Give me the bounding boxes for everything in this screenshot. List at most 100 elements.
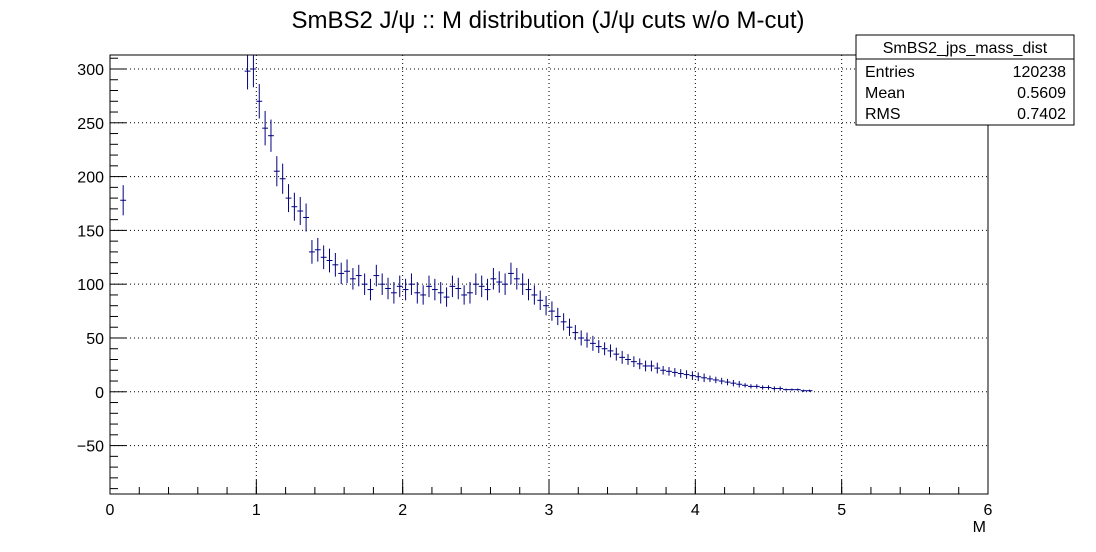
data-point	[660, 365, 667, 375]
data-point	[120, 185, 127, 216]
x-tick-label: 6	[984, 502, 993, 519]
data-point	[455, 277, 462, 300]
data-point	[560, 313, 567, 331]
x-tick-label: 4	[691, 502, 700, 519]
y-tick-label: 200	[77, 170, 104, 187]
stats-box-title: SmBS2_jps_mass_dist	[883, 40, 1048, 57]
data-point	[496, 271, 503, 293]
data-point	[578, 330, 585, 346]
x-tick-label: 3	[545, 502, 554, 519]
data-point	[566, 318, 573, 336]
chart-title: SmBS2 J/ψ :: M distribution (J/ψ cuts w/…	[292, 7, 805, 34]
data-point	[303, 203, 310, 232]
data-point	[508, 262, 514, 285]
data-point	[671, 368, 678, 377]
data-point	[513, 268, 520, 290]
data-point	[525, 278, 532, 301]
x-tick-label: 1	[252, 502, 261, 519]
data-point	[367, 278, 374, 301]
data-point	[712, 376, 719, 384]
data-point	[531, 285, 538, 305]
data-point	[619, 350, 626, 364]
data-point	[595, 340, 602, 354]
data-point	[584, 332, 590, 348]
data-point	[601, 342, 608, 356]
data-point	[461, 285, 468, 305]
data-point	[666, 367, 672, 376]
data-point	[431, 278, 438, 301]
stats-entries-value: 120238	[1013, 64, 1066, 81]
data-point	[490, 268, 497, 290]
stats-box: SmBS2_jps_mass_dist Entries 120238 Mean …	[855, 34, 1075, 126]
data-point	[625, 354, 631, 365]
data-point	[589, 335, 596, 351]
data-point	[338, 262, 345, 285]
y-tick-label: 50	[86, 331, 104, 348]
data-point	[607, 344, 614, 358]
data-point	[549, 301, 555, 321]
data-point	[309, 240, 315, 264]
stats-entries-label: Entries	[865, 64, 915, 81]
data-point	[385, 277, 391, 300]
data-point	[794, 388, 801, 391]
data-point	[256, 84, 263, 119]
data-point	[642, 360, 649, 372]
data-point	[695, 372, 702, 382]
x-tick-label: 0	[106, 502, 115, 519]
data-point	[636, 358, 643, 370]
data-point	[437, 282, 444, 304]
y-tick-label: 250	[77, 116, 104, 133]
data-point	[314, 237, 321, 262]
data-point	[519, 273, 526, 295]
data-point	[467, 282, 473, 304]
data-point	[426, 275, 432, 298]
stats-mean-label: Mean	[865, 85, 905, 102]
data-point	[788, 388, 795, 391]
data-point	[390, 282, 397, 304]
data-point	[484, 278, 491, 301]
data-point	[408, 273, 415, 295]
data-point	[262, 110, 269, 146]
x-tick-label: 2	[398, 502, 407, 519]
data-point	[502, 273, 509, 295]
data-point	[630, 356, 637, 368]
data-point	[373, 264, 380, 287]
y-tick-label: 300	[77, 62, 104, 79]
data-point	[326, 248, 333, 273]
data-points	[120, 55, 813, 392]
data-point	[771, 386, 778, 391]
data-point	[361, 273, 368, 295]
data-point	[613, 347, 620, 361]
data-point	[765, 385, 772, 390]
data-point	[279, 163, 286, 194]
x-axis-label: M	[973, 519, 986, 536]
y-tick-label: 150	[77, 223, 104, 240]
data-point	[736, 381, 743, 388]
data-point	[478, 275, 485, 298]
data-point	[677, 369, 684, 378]
stats-rms-label: RMS	[865, 106, 901, 123]
data-point	[759, 385, 766, 390]
data-point	[806, 389, 813, 392]
data-point	[420, 285, 427, 305]
y-tick-label: −50	[77, 439, 104, 456]
data-point	[648, 360, 655, 372]
data-point	[707, 375, 713, 383]
x-tick-label: 5	[837, 502, 846, 519]
data-point	[572, 325, 579, 341]
data-point	[654, 362, 661, 374]
data-point	[783, 388, 789, 391]
data-point	[537, 290, 544, 311]
data-point	[748, 384, 754, 389]
data-point	[800, 389, 807, 392]
stats-mean-value: 0.5609	[1017, 85, 1066, 102]
data-point	[349, 268, 356, 290]
data-point	[285, 184, 292, 213]
data-point	[320, 245, 327, 270]
y-tick-label: 100	[77, 277, 104, 294]
data-point	[472, 273, 479, 295]
data-point	[297, 197, 304, 226]
data-point	[250, 55, 257, 88]
tick-labels: 0 1 2 3 4 5 6 −50 0 50 100 150 200 250 300	[77, 62, 993, 519]
data-point	[753, 384, 760, 389]
